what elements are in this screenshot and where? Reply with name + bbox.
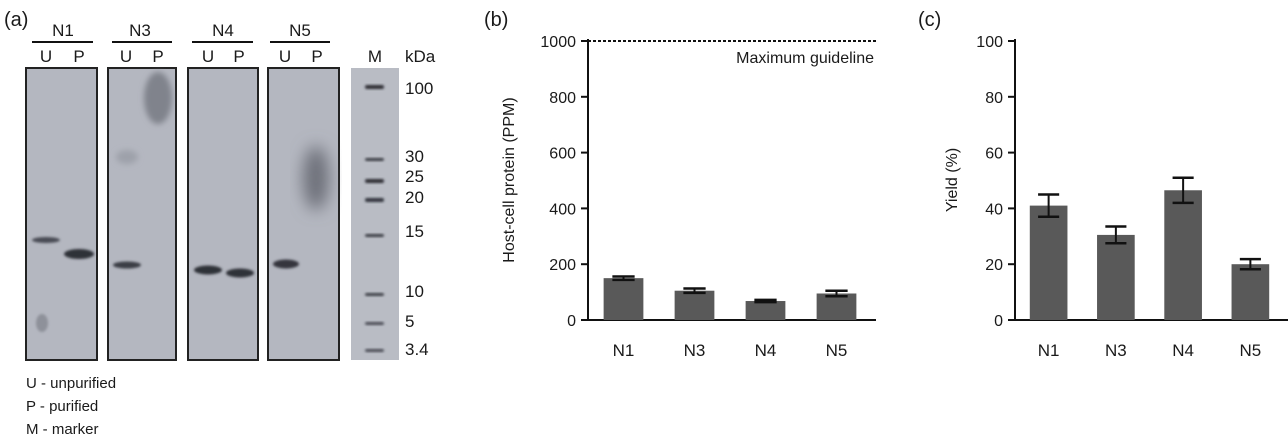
chart-c-category-label-n5: N5 (1240, 341, 1262, 360)
chart-c-bar-n4 (1164, 190, 1202, 320)
gel-sample-n3: N3 (129, 21, 151, 40)
lane-label-n1-u: U (40, 47, 52, 66)
marker-size-3-4: 3.4 (405, 340, 429, 359)
band-n4-p (226, 268, 254, 278)
band-n1-p (64, 249, 94, 259)
gel-bands (32, 72, 384, 352)
chart-c-ytick-label: 40 (985, 201, 1003, 218)
lane-label-n3-p: P (152, 47, 163, 66)
chart-c-category-label-n1: N1 (1038, 341, 1060, 360)
gel-lane-labels: U P U P U P U P M kDa (40, 47, 436, 66)
gel-panel: (a) N1 N3 N4 N5 U P U P U P U P M kDa (4, 9, 436, 438)
lane-label-n5-u: U (279, 47, 291, 66)
chart-c-ytick-label: 0 (994, 313, 1003, 330)
chart-panel-c: (c) Yield (%) 0 20 40 60 80 100 N1 N3 N4 N5 (918, 9, 1288, 360)
panel-letter-a: (a) (4, 9, 28, 31)
chart-b-ytick-label: 0 (567, 313, 576, 330)
gel-strip-n5 (267, 67, 340, 361)
chart-b-bar-n1 (603, 278, 644, 320)
marker-band-100 (365, 85, 384, 89)
marker-band-15 (365, 234, 384, 237)
gel-legend-purified: P - purified (26, 398, 98, 415)
gel-strips (25, 67, 399, 361)
lane-label-n1-p: P (73, 47, 84, 66)
marker-size-15: 15 (405, 222, 424, 241)
gel-unit-label: kDa (405, 47, 436, 66)
chart-b-bar-n4 (745, 301, 786, 320)
chart-b-category-label-n4: N4 (755, 341, 777, 360)
chart-b-reference-label: Maximum guideline (736, 50, 874, 67)
chart-c-bar-n1 (1029, 205, 1068, 320)
chart-b-bar-n5 (816, 293, 857, 320)
marker-band-30 (365, 158, 384, 161)
lane-label-n3-u: U (120, 47, 132, 66)
lane-label-n5-p: P (311, 47, 322, 66)
band-n4-u (194, 265, 222, 275)
chart-panel-b: (b) Host-cell protein (PPM) 0 200 400 600 80… (484, 9, 876, 360)
chart-b-ytick-label: 600 (549, 146, 576, 163)
band-n5-u (273, 259, 299, 269)
chart-c-plot: 0 20 40 60 80 100 N1 N3 N4 N5 (976, 34, 1288, 360)
marker-band-3-4 (365, 349, 384, 352)
marker-size-25: 25 (405, 167, 424, 186)
marker-size-100: 100 (405, 79, 433, 98)
gel-smudge-n1 (36, 314, 48, 332)
marker-band-25 (365, 179, 384, 183)
gel-sample-headers: N1 N3 N4 N5 (32, 21, 330, 43)
smear-n5-p (303, 146, 329, 210)
chart-b-category-label-n3: N3 (684, 341, 706, 360)
gel-legend-unpurified: U - unpurified (26, 375, 116, 392)
chart-b-ytick-label: 400 (549, 201, 576, 218)
lane-label-n4-u: U (202, 47, 214, 66)
band-n3-u (113, 261, 141, 269)
chart-c-ytick-label: 100 (976, 34, 1003, 51)
marker-band-5 (365, 322, 384, 325)
gel-strip-n1 (25, 67, 98, 361)
gel-sample-n1: N1 (52, 21, 74, 40)
lane-label-marker: M (368, 47, 382, 66)
chart-c-ylabel: Yield (%) (944, 148, 961, 212)
chart-b-bar-n3 (674, 290, 715, 320)
chart-c-category-label-n3: N3 (1105, 341, 1127, 360)
panel-letter-c: (c) (918, 9, 941, 31)
marker-size-10: 10 (405, 282, 424, 301)
chart-c-category-label-n4: N4 (1172, 341, 1194, 360)
chart-c-ytick-label: 20 (985, 257, 1003, 274)
panel-letter-b: (b) (484, 9, 508, 31)
chart-b-ytick-label: 1000 (540, 34, 576, 51)
lane-label-n4-p: P (233, 47, 244, 66)
chart-c-bar-n5 (1231, 264, 1270, 320)
chart-c-bar-n3 (1097, 234, 1135, 320)
gel-legend-marker: M - marker (26, 421, 99, 438)
chart-c-ytick-label: 80 (985, 90, 1003, 107)
marker-size-5: 5 (405, 312, 414, 331)
smear-n3-u (116, 150, 138, 164)
chart-b-ytick-label: 200 (549, 257, 576, 274)
chart-b-category-label-n1: N1 (613, 341, 635, 360)
chart-b-ylabel: Host-cell protein (PPM) (501, 97, 518, 262)
gel-sample-n4: N4 (212, 21, 234, 40)
marker-band-10 (365, 293, 384, 296)
gel-sample-n5: N5 (289, 21, 311, 40)
marker-band-20 (365, 198, 384, 202)
gel-strip-marker (351, 68, 399, 360)
chart-b-ytick-label: 800 (549, 90, 576, 107)
smear-n3-p (144, 72, 172, 124)
band-n1-u (32, 237, 60, 243)
gel-strip-n4 (187, 67, 259, 361)
marker-size-30: 30 (405, 147, 424, 166)
marker-size-20: 20 (405, 188, 424, 207)
chart-c-ytick-label: 60 (985, 146, 1003, 163)
gel-legend: U - unpurified P - purified M - marker (26, 375, 116, 438)
chart-b-plot: 0 200 400 600 800 1000 Maximum guideline N1 N3 N4… (540, 34, 876, 360)
chart-b-category-label-n5: N5 (826, 341, 848, 360)
marker-size-labels: 100 30 25 20 15 10 5 3.4 (405, 79, 433, 359)
